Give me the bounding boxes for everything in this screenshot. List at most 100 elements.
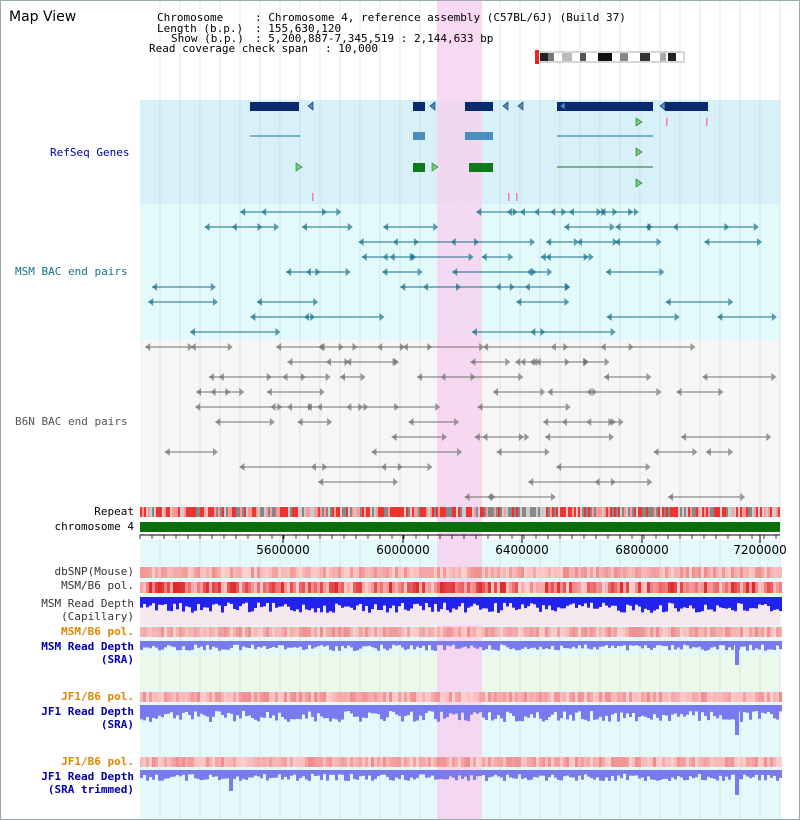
jf1-trim-depth-bar <box>665 770 668 779</box>
dbsnp-heat <box>512 567 515 578</box>
repeat-segment <box>166 507 168 517</box>
jf1-pol-2-heat <box>263 757 266 767</box>
msm-b6-pol-heat <box>686 582 689 593</box>
b6n-bac-pair-end <box>326 358 332 366</box>
msm-capillary-depth-bar <box>635 597 638 605</box>
msm-capillary-depth-bar <box>410 597 413 609</box>
msm-b6-pol-sra-heat <box>761 627 764 637</box>
jf1-trim-depth-bar <box>380 770 383 775</box>
gene-tick <box>706 118 708 126</box>
b6n-bac-pair-end <box>653 448 659 456</box>
jf1-sra-depth-bar <box>773 705 776 719</box>
msm-b6-pol-sra-heat <box>749 627 752 637</box>
jf1-sra-depth-bar <box>563 705 566 712</box>
repeat-segment <box>224 507 226 517</box>
msm-b6-pol-sra-heat <box>452 627 455 637</box>
b6n-bac-pair-end <box>563 343 569 351</box>
msm-sra-depth-bar <box>248 641 251 649</box>
jf1-pol-heat <box>311 692 314 702</box>
dbsnp-heat <box>380 567 383 578</box>
msm-b6-pol-sra-heat <box>446 627 449 637</box>
jf1-sra-depth-bar <box>767 705 770 712</box>
msm-b6-pol-sra-heat <box>614 627 617 637</box>
msm-capillary-depth-bar <box>407 597 410 611</box>
repeat-segment <box>690 507 692 517</box>
gene-bar <box>413 102 425 111</box>
jf1-trim-depth-bar <box>767 770 770 776</box>
jf1-trim-depth-bar <box>341 770 344 775</box>
repeat-segment <box>540 507 542 517</box>
b6n-bac-pair-end <box>479 343 485 351</box>
msm-sra-depth-bar <box>671 641 674 646</box>
jf1-pol-heat <box>680 692 683 702</box>
jf1-sra-depth-bar <box>314 705 317 722</box>
repeat-segment <box>212 507 214 517</box>
dbsnp-heat <box>500 567 503 578</box>
msm-sra-depth-bar <box>584 641 587 645</box>
msm-b6-pol-sra-heat <box>617 627 620 637</box>
dbsnp-heat <box>698 567 701 578</box>
msm-capillary-depth-bar <box>383 597 386 606</box>
repeat-segment <box>316 507 318 517</box>
jf1-trim-depth-bar <box>758 770 761 781</box>
msm-capillary-depth-bar <box>209 597 212 612</box>
repeat-segment <box>420 507 422 517</box>
repeat-segment <box>580 507 582 517</box>
msm-b6-pol-sra-heat <box>467 627 470 637</box>
jf1-pol-2-heat <box>374 757 377 767</box>
msm-b6-pol-heat <box>623 582 626 593</box>
msm-b6-pol-sra-heat <box>500 627 503 637</box>
jf1-pol-heat <box>617 692 620 702</box>
jf1-pol-2-heat <box>764 757 767 767</box>
b6n-bac-pair-end <box>269 418 275 426</box>
gene-transcript <box>465 132 493 140</box>
gene-cds <box>413 163 425 172</box>
msm-bac-pair-end <box>647 223 653 231</box>
jf1-sra-depth-bar <box>461 705 464 713</box>
jf1-trim-depth-bar <box>386 770 389 777</box>
jf1-sra-depth-bar <box>578 705 581 712</box>
repeat-segment <box>424 507 426 517</box>
jf1-trim-depth-bar <box>413 770 416 780</box>
dbsnp-heat <box>515 567 518 578</box>
msm-bac-pair-end <box>545 253 551 261</box>
msm-capillary-depth-bar <box>674 597 677 609</box>
jf1-pol-heat <box>281 692 284 702</box>
jf1-pol-2-heat <box>275 757 278 767</box>
jf1-pol-heat <box>485 692 488 702</box>
dbsnp-heat <box>233 567 236 578</box>
jf1-sra-depth-bar <box>233 705 236 722</box>
msm-b6-pol-heat <box>437 582 440 593</box>
jf1-pol-heat <box>761 692 764 702</box>
jf1-pol-heat <box>308 692 311 702</box>
msm-b6-pol-sra-heat <box>347 627 350 637</box>
msm-sra-depth-bar <box>578 641 581 646</box>
jf1-pol-2-heat <box>242 757 245 767</box>
msm-b6-pol-heat <box>665 582 668 593</box>
dbsnp-heat <box>611 567 614 578</box>
jf1-pol-2-heat <box>371 757 374 767</box>
msm-capillary-depth-bar <box>617 597 620 611</box>
jf1-pol-heat <box>332 692 335 702</box>
msm-capillary-depth-bar <box>752 597 755 609</box>
jf1-pol-2-heat <box>497 757 500 767</box>
jf1-pol-heat <box>488 692 491 702</box>
msm-b6-pol-track-label: MSM/B6 pol. <box>61 579 134 592</box>
jf1-pol-2-heat <box>428 757 431 767</box>
msm-b6-pol-sra-heat <box>599 627 602 637</box>
msm-bac-pair-end <box>573 238 579 246</box>
msm-sra-depth-bar <box>446 641 449 646</box>
dbsnp-heat <box>302 567 305 578</box>
dbsnp-heat <box>326 567 329 578</box>
jf1-pol-2-heat <box>773 757 776 767</box>
repeat-segment <box>764 507 766 517</box>
b6n-bac-pair-end <box>610 418 616 426</box>
jf1-pol-2-heat <box>323 757 326 767</box>
msm-capillary-depth-bar <box>647 597 650 611</box>
msm-capillary-depth-bar <box>575 597 578 608</box>
msm-b6-pol-heat <box>281 582 284 593</box>
jf1-pol-2-heat <box>254 757 257 767</box>
repeat-segment <box>596 507 598 517</box>
